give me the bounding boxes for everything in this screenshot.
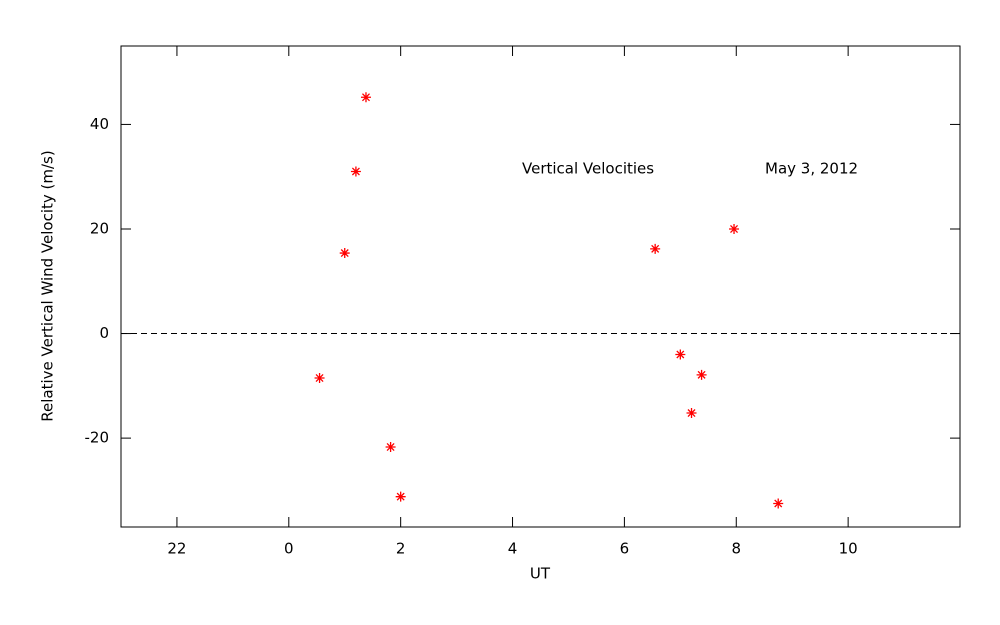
point — [360, 92, 371, 103]
x-tick-label: 6 — [620, 540, 630, 558]
point — [650, 243, 661, 254]
x-tick-label: 4 — [508, 540, 518, 558]
point — [395, 491, 406, 502]
point — [773, 498, 784, 509]
y-tick-label: 40 — [90, 115, 109, 133]
point — [686, 408, 697, 419]
annotation: May 3, 2012 — [765, 160, 858, 178]
point — [314, 372, 325, 383]
y-tick-label: 0 — [99, 324, 109, 342]
point — [339, 248, 350, 259]
point — [696, 369, 707, 380]
point — [385, 442, 396, 453]
point — [675, 349, 686, 360]
x-tick-label: 10 — [839, 540, 858, 558]
y-axis-label: Relative Vertical Wind Velocity (m/s) — [39, 150, 57, 421]
x-tick-label: 2 — [396, 540, 406, 558]
point — [729, 223, 740, 234]
x-tick-label: 0 — [284, 540, 294, 558]
x-axis-label: UT — [530, 565, 551, 583]
x-tick-label: 22 — [167, 540, 186, 558]
y-tick-label: 20 — [90, 219, 109, 237]
annotation: Vertical Velocities — [522, 160, 654, 178]
x-tick-label: 8 — [731, 540, 741, 558]
plot-frame — [120, 45, 961, 528]
point — [350, 166, 361, 177]
y-tick-label: -20 — [85, 429, 110, 447]
